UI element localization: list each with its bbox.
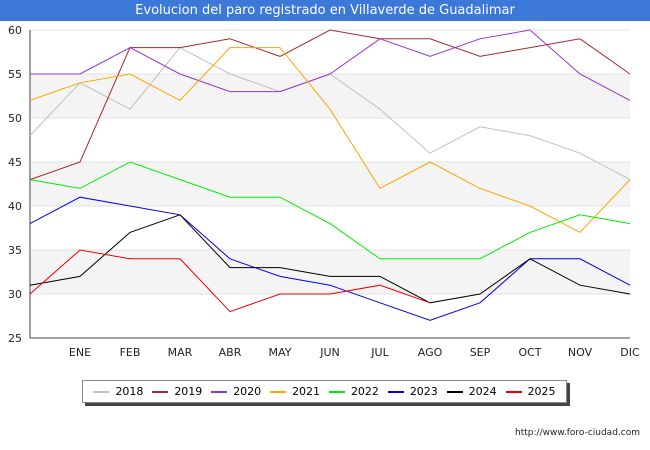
x-tick-label: NOV xyxy=(568,346,593,359)
y-tick-label: 45 xyxy=(8,156,22,169)
series-line-2020 xyxy=(30,29,631,101)
y-tick-label: 50 xyxy=(8,112,22,125)
legend-swatch xyxy=(505,390,522,393)
x-tick-label: JUL xyxy=(370,346,389,359)
y-tick-label: 30 xyxy=(8,288,22,301)
x-tick-label: AGO xyxy=(418,346,443,359)
x-tick-label: MAY xyxy=(269,346,292,359)
legend-swatch xyxy=(211,390,228,393)
grid-band xyxy=(30,294,630,338)
legend-swatch xyxy=(387,390,404,393)
x-tick-label: FEB xyxy=(120,346,141,359)
y-tick-label: 40 xyxy=(8,200,22,213)
legend-swatch xyxy=(152,390,169,393)
grid-band xyxy=(30,206,630,250)
y-tick-label: 55 xyxy=(8,68,22,81)
y-tick-label: 60 xyxy=(8,24,22,37)
chart-legend: 2018 2019 2020 2021 2022 2023 2024 2025 xyxy=(82,380,567,403)
legend-label: 2023 xyxy=(409,385,438,398)
legend-swatch xyxy=(270,390,287,393)
x-tick-label: ENE xyxy=(69,346,91,359)
grid-band xyxy=(30,118,630,162)
series-line-2025 xyxy=(29,249,431,313)
legend-label: 2024 xyxy=(468,385,497,398)
legend-item-2018: 2018 xyxy=(93,385,143,398)
x-tick-label: ABR xyxy=(219,346,242,359)
x-tick-label: DIC xyxy=(620,346,640,359)
series-line-2022 xyxy=(29,161,631,260)
legend-label: 2021 xyxy=(292,385,321,398)
legend-item-2022: 2022 xyxy=(328,385,379,398)
grid-band xyxy=(30,162,630,206)
y-tick-label: 35 xyxy=(8,244,22,257)
source-credit: http://www.foro-ciudad.com xyxy=(515,428,640,438)
grid-band xyxy=(30,74,630,118)
legend-item-2023: 2023 xyxy=(387,385,438,398)
legend-label: 2025 xyxy=(527,385,556,398)
legend-item-2025: 2025 xyxy=(505,385,556,398)
chart-title: Evolucion del paro registrado en Villave… xyxy=(0,0,650,21)
legend-item-2019: 2019 xyxy=(152,385,202,398)
legend-item-2024: 2024 xyxy=(446,385,497,398)
x-tick-label: JUN xyxy=(319,346,340,359)
x-tick-label: MAR xyxy=(168,346,193,359)
legend-label: 2018 xyxy=(115,385,144,398)
legend-item-2020: 2020 xyxy=(211,385,261,398)
legend-label: 2022 xyxy=(350,385,379,398)
legend-swatch xyxy=(446,390,463,393)
x-tick-label: SEP xyxy=(470,346,491,359)
legend-swatch xyxy=(93,390,110,393)
legend-swatch xyxy=(328,390,345,393)
y-tick-label: 25 xyxy=(8,332,22,345)
legend-label: 2019 xyxy=(174,385,203,398)
legend-item-2021: 2021 xyxy=(270,385,320,398)
grid-band xyxy=(30,250,630,294)
grid-band xyxy=(30,30,630,74)
x-tick-label: OCT xyxy=(518,346,541,359)
series-line-2024 xyxy=(29,214,631,304)
series-line-2021 xyxy=(29,47,631,234)
legend-label: 2020 xyxy=(233,385,262,398)
